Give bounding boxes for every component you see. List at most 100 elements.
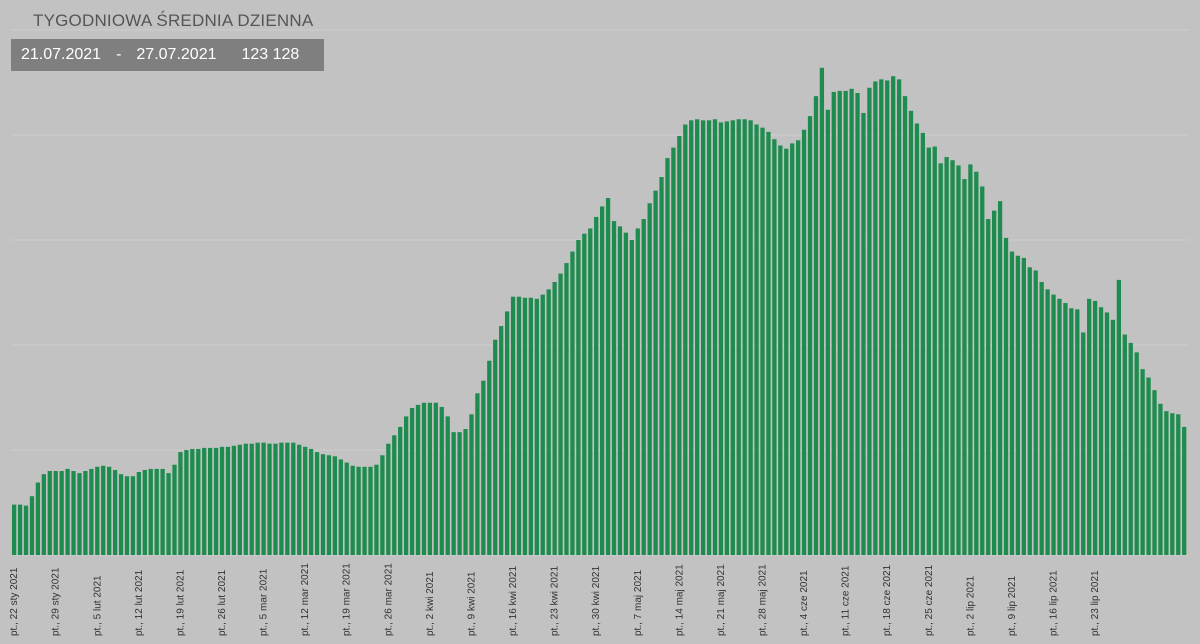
bar (932, 146, 937, 556)
x-tick-label: pt., 5 lut 2021 (92, 575, 103, 636)
bar (451, 432, 456, 555)
bar (1003, 237, 1009, 555)
bar (772, 139, 777, 555)
bar (107, 466, 112, 555)
bar (926, 147, 931, 555)
bar (314, 452, 320, 555)
x-tick-label: pt., 9 kwi 2021 (466, 571, 477, 636)
bar (879, 79, 884, 555)
x-tick-label: pt., 12 lut 2021 (134, 569, 145, 636)
date-range-box: 21.07.2021 - 27.07.2021 123 128 (11, 39, 324, 71)
bar (962, 179, 967, 555)
bar (225, 446, 231, 555)
bar (819, 67, 825, 556)
bar (29, 496, 35, 555)
bar (421, 402, 427, 555)
bar (326, 455, 332, 555)
bar (736, 119, 741, 555)
x-tick-label: pt., 25 cze 2021 (924, 564, 935, 636)
bar (1158, 403, 1163, 555)
bar (481, 380, 486, 555)
x-tick-label: pt., 4 cze 2021 (799, 570, 810, 636)
bar (677, 136, 682, 556)
bar (629, 240, 634, 555)
bar (202, 447, 207, 555)
bar (445, 416, 450, 555)
bar (1039, 282, 1044, 555)
bar (843, 90, 848, 556)
bar (493, 339, 498, 555)
bar (813, 96, 819, 556)
bar (1116, 279, 1122, 555)
bar (398, 426, 403, 555)
separator: - (116, 46, 122, 63)
bar (1081, 332, 1086, 555)
value: 123 128 (241, 46, 300, 63)
bar (1033, 270, 1038, 555)
bar (130, 476, 136, 555)
chart-title: TYGODNIOWA ŚREDNIA DZIENNA (33, 11, 314, 30)
bar (796, 140, 801, 555)
bar (849, 88, 854, 556)
bar (902, 96, 908, 556)
bar (706, 120, 712, 556)
bar (1051, 294, 1056, 555)
bar (249, 443, 254, 555)
bar (1110, 319, 1116, 555)
bar (867, 87, 872, 555)
x-tick-label: pt., 23 lip 2021 (1090, 570, 1101, 636)
bar (635, 228, 640, 555)
x-tick-label: pt., 19 mar 2021 (342, 563, 353, 636)
bar (605, 198, 611, 555)
bar (920, 132, 926, 555)
bars (12, 67, 1187, 556)
x-tick-label: pt., 26 lut 2021 (217, 569, 228, 636)
x-tick-label: pt., 18 cze 2021 (882, 564, 893, 636)
bar (552, 282, 557, 555)
bar (427, 402, 433, 555)
bar (1045, 289, 1050, 555)
bar (415, 404, 421, 555)
bar (594, 216, 599, 555)
bar (303, 446, 308, 555)
bar (861, 112, 866, 555)
bar (855, 93, 860, 555)
bar (980, 186, 985, 555)
bar (944, 157, 949, 556)
bar (196, 448, 201, 555)
bar (1140, 369, 1145, 555)
bar (154, 468, 159, 555)
bar (77, 473, 82, 555)
bar (47, 471, 52, 555)
bar (623, 232, 629, 555)
bar (362, 466, 367, 555)
x-tick-label: pt., 7 maj 2021 (633, 569, 644, 636)
bar (665, 158, 670, 555)
bar (546, 289, 551, 555)
bar (671, 147, 676, 555)
bar (695, 119, 700, 555)
bar (718, 122, 724, 556)
bar (1063, 303, 1068, 555)
bar (409, 408, 415, 555)
bar (659, 177, 664, 555)
bar (59, 471, 64, 555)
bar (1170, 413, 1175, 555)
bar (766, 131, 771, 555)
date-to: 27.07.2021 (136, 46, 217, 63)
bar (1087, 298, 1092, 555)
bar (213, 447, 219, 555)
bar (463, 429, 468, 555)
bar (487, 360, 492, 555)
bar (968, 164, 973, 555)
bar (1146, 377, 1151, 555)
bar (118, 474, 124, 555)
x-tick-label: pt., 11 cze 2021 (841, 565, 852, 636)
bar (1021, 257, 1026, 555)
bar (243, 443, 248, 555)
bar (801, 129, 807, 555)
bar (1009, 251, 1015, 556)
bar (724, 121, 730, 555)
bar (896, 79, 902, 555)
